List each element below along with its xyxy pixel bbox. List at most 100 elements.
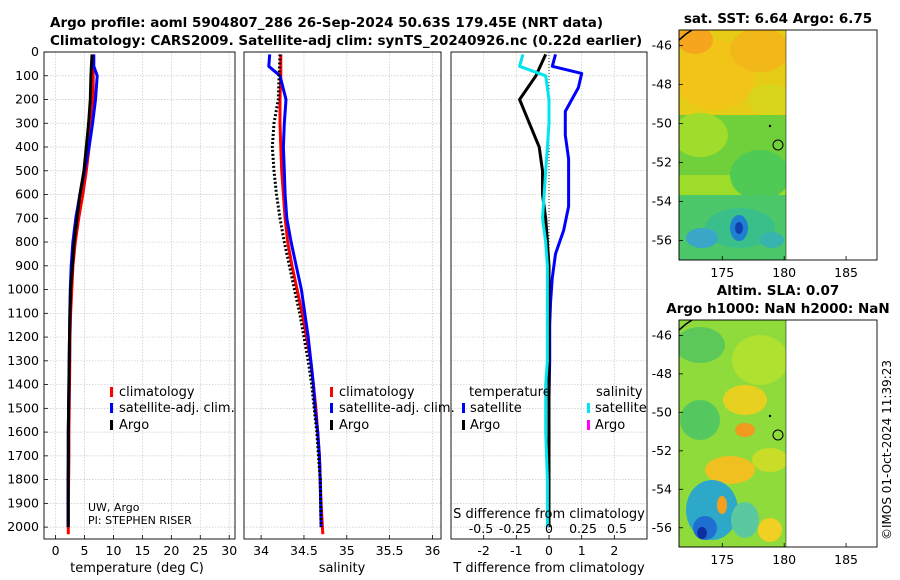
s-diff-tick-label: 0.25 [569, 521, 597, 536]
series-satellite-adj-clim- [267, 54, 323, 528]
depth-tick-label: 2000 [7, 519, 39, 534]
legend-label-t-argo: Argo [470, 418, 500, 433]
temperature-axis-ticks: 0 5 10 15 20 25 30 [52, 535, 237, 558]
legend-swatch-climatology [330, 387, 333, 397]
lat-tick-label: -56 [652, 233, 672, 248]
sst-lon-ticks: 175 180 185 [710, 256, 858, 280]
s-difference-axis-label: S difference from climatology [453, 507, 645, 522]
legend-label-satellite: satellite-adj. clim. [119, 401, 235, 416]
x-tick-label: 35 [339, 543, 355, 558]
legend-label-climatology: climatology [339, 385, 415, 400]
depth-tick-label: 1800 [7, 472, 39, 487]
sla-map-panel: Altim. SLA: 0.07 Argo h1000: NaN h2000: … [652, 283, 890, 567]
credit-line2: PI: STEPHEN RISER [88, 514, 192, 527]
depth-tick-label: 800 [15, 234, 39, 249]
depth-tick-label: 600 [15, 187, 39, 202]
x-tick-label: 35.5 [376, 543, 404, 558]
legend-title-salinity: salinity [596, 385, 643, 400]
depth-tick-label: 400 [15, 139, 39, 154]
x-tick-label: 20 [163, 543, 179, 558]
legend-swatch-t-argo [462, 420, 465, 430]
salinity-axis-label: salinity [319, 561, 366, 576]
legend-swatch-satellite [330, 403, 333, 413]
legend-label-s-satellite: satellite [595, 401, 647, 416]
argo-position-marker [772, 139, 784, 151]
depth-tick-label: 1900 [7, 495, 39, 510]
t-difference-axis-ticks: -2 -1 0 1 2 [477, 535, 618, 558]
lon-tick-label: 175 [710, 265, 734, 280]
t-difference-axis-label: T difference from climatology [452, 561, 645, 576]
x-tick-label: 34 [253, 543, 269, 558]
lat-tick-label: -52 [652, 155, 672, 170]
legend-swatch-argo [110, 420, 113, 430]
legend-swatch-satellite [110, 403, 113, 413]
figure-title-line2: Climatology: CARS2009. Satellite-adj cli… [50, 33, 642, 49]
sla-field [679, 320, 786, 547]
depth-tick-label: 1200 [7, 329, 39, 344]
lon-tick-label: 180 [772, 265, 796, 280]
salinity-panel: 34 34.5 35 35.5 36 salinity climatology sate… [243, 51, 455, 576]
sla-lat-ticks: -46 -48 -50 -52 -54 -56 [652, 327, 683, 535]
depth-tick-label: 200 [15, 92, 39, 107]
sst-map-panel: sat. SST: 6.64 Argo: 6.75 -46- [652, 11, 878, 280]
depth-tick-label: 900 [15, 258, 39, 273]
legend-label-t-satellite: satellite [470, 401, 522, 416]
sla-map-subtitle: Argo h1000: NaN h2000: NaN [666, 301, 889, 317]
depth-tick-label: 100 [15, 68, 39, 83]
lon-tick-label: 185 [834, 552, 858, 567]
s-diff-tick-label: 0 [545, 521, 553, 536]
x-tick-label: 25 [192, 543, 208, 558]
x-tick-label: -2 [477, 543, 489, 558]
legend-swatch-s-argo [587, 420, 590, 430]
series-argo [270, 54, 323, 528]
x-tick-label: 1 [578, 543, 586, 558]
legend-label-climatology: climatology [119, 385, 195, 400]
lon-tick-label: 180 [772, 552, 796, 567]
depth-tick-label: 300 [15, 115, 39, 130]
x-tick-label: 0 [52, 543, 60, 558]
x-tick-label: 2 [610, 543, 618, 558]
x-tick-label: 36 [424, 543, 440, 558]
temperature-panel: 0100200300400500600700800900100011001200… [7, 44, 237, 576]
temperature-legend: climatology satellite-adj. clim. Argo [110, 385, 235, 433]
x-tick-label: -1 [510, 543, 522, 558]
lat-tick-label: -46 [652, 38, 672, 53]
lon-tick-label: 175 [710, 552, 734, 567]
sla-map-title: Altim. SLA: 0.07 [717, 283, 839, 299]
depth-tick-label: 700 [15, 210, 39, 225]
x-tick-label: 15 [134, 543, 150, 558]
difference-legend: temperature salinity satellite Argo sate… [462, 385, 647, 433]
lat-tick-label: -52 [652, 443, 672, 458]
depth-tick-label: 1600 [7, 424, 39, 439]
lat-tick-label: -48 [652, 77, 672, 92]
series-argo [66, 54, 94, 528]
salinity-axis-ticks: 34 34.5 35 35.5 36 [253, 535, 440, 558]
lat-tick-label: -46 [652, 327, 672, 342]
depth-tick-label: 1400 [7, 377, 39, 392]
legend-swatch-climatology [110, 387, 113, 397]
legend-swatch-s-satellite [587, 403, 590, 413]
lat-tick-label: -54 [652, 194, 672, 209]
depth-tick-label: 1300 [7, 353, 39, 368]
credit-line1: UW, Argo [88, 501, 140, 514]
legend-title-temperature: temperature [469, 385, 551, 400]
x-tick-label: 5 [81, 543, 89, 558]
sst-map-title: sat. SST: 6.64 Argo: 6.75 [684, 11, 872, 27]
legend-label-s-argo: Argo [595, 418, 625, 433]
lon-tick-label: 185 [834, 265, 858, 280]
sst-field [679, 30, 786, 260]
sst-lat-ticks: -46 -48 -50 -52 -54 -56 [652, 38, 683, 248]
legend-label-argo: Argo [119, 418, 149, 433]
difference-panel: -2 -1 0 1 2 -0.5 -0.25 0 0.25 0.5 S difference f… [450, 51, 648, 576]
sla-lon-ticks: 175 180 185 [710, 543, 858, 567]
legend-label-argo: Argo [339, 418, 369, 433]
figure-title-line1: Argo profile: aoml 5904807_286 26-Sep-20… [50, 15, 603, 31]
s-diff-tick-label: 0.5 [607, 521, 627, 536]
x-tick-label: 0 [545, 543, 553, 558]
lat-tick-label: -50 [652, 116, 672, 131]
series-t-argo [518, 53, 551, 528]
series-s-satellite [518, 53, 551, 528]
depth-tick-label: 1100 [7, 305, 39, 320]
argo-position-marker [772, 429, 784, 441]
